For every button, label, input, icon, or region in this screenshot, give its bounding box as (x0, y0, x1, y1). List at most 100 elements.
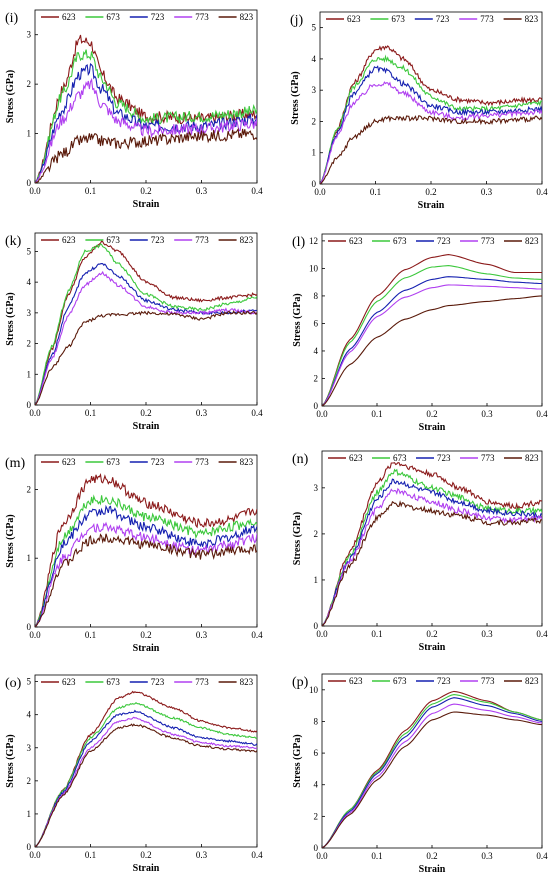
legend-label: 623 (62, 677, 76, 687)
y-tick-label: 1 (27, 369, 32, 379)
plot-frame (319, 11, 543, 185)
series-line-623 (35, 240, 257, 405)
legend-label: 723 (151, 235, 165, 245)
x-axis-label: Strain (133, 863, 160, 874)
panel-l: 0.0 0.1 0.2 0.3 0.4 0 2 4 6 8 10 12 Strain Stress (GP… (292, 233, 548, 433)
y-tick-label: 4 (312, 54, 317, 64)
y-tick-label: 12 (309, 236, 318, 246)
legend-label: 673 (393, 453, 407, 463)
plot-frame (321, 450, 543, 627)
y-tick-label: 1 (314, 575, 319, 585)
y-tick-label: 8 (314, 291, 319, 301)
x-axis-label: Strain (133, 643, 160, 654)
legend-label: 823 (525, 14, 539, 24)
series-line-773 (35, 716, 257, 847)
legend-label: 823 (525, 236, 539, 246)
y-axis-label: Stress (GPa) (292, 293, 303, 346)
x-tick-label: 0.1 (370, 187, 381, 197)
x-tick-label: 0.3 (196, 850, 208, 860)
x-tick-label: 0.3 (196, 408, 208, 418)
x-axis-label: Strain (418, 200, 445, 211)
series-line-773 (35, 270, 257, 405)
y-tick-label: 5 (27, 246, 32, 256)
series-line-673 (322, 694, 542, 848)
legend-label: 623 (62, 12, 76, 22)
series-line-773 (35, 77, 257, 183)
x-tick-label: 0.0 (314, 187, 326, 197)
panel-o: 0.0 0.1 0.2 0.3 0.4 0 1 2 3 4 5 Strain Stress (GPa) (… (5, 674, 263, 874)
series-line-823 (35, 127, 257, 183)
x-tick-label: 0.2 (140, 408, 151, 418)
series-line-623 (320, 45, 542, 184)
x-tick-label: 0.4 (536, 851, 548, 861)
x-tick-label: 0.1 (371, 851, 382, 861)
plot-frame (34, 674, 258, 848)
panel-i: 0.0 0.1 0.2 0.3 0.4 0 1 2 3 Strain Stress (GPa) (i)… (5, 9, 263, 210)
y-axis-label: Stress (GPa) (5, 734, 16, 787)
x-tick-label: 0.3 (196, 186, 208, 196)
legend-label: 823 (525, 676, 539, 686)
x-tick-label: 0.1 (85, 186, 96, 196)
x-tick-label: 0.2 (425, 187, 436, 197)
series-line-773 (322, 284, 542, 406)
legend-label: 623 (62, 457, 76, 467)
plot-frame (321, 673, 543, 849)
x-tick-label: 0.1 (85, 850, 96, 860)
y-axis-label: Stress (GPa) (5, 514, 16, 567)
panel-label: (l) (292, 235, 306, 250)
series-line-773 (322, 703, 542, 848)
plot-frame (34, 232, 258, 406)
legend-label: 773 (481, 676, 495, 686)
y-tick-label: 10 (309, 685, 319, 695)
legend-label: 623 (347, 14, 361, 24)
y-tick-label: 10 (309, 263, 319, 273)
series-line-723 (35, 62, 257, 183)
x-tick-label: 0.3 (481, 409, 493, 419)
panel-label: (o) (5, 676, 22, 691)
y-tick-label: 2 (314, 529, 319, 539)
y-tick-label: 4 (314, 780, 319, 790)
y-tick-label: 2 (314, 811, 319, 821)
series-line-623 (322, 462, 542, 626)
x-tick-label: 0.4 (251, 186, 263, 196)
plot-frame (34, 9, 258, 184)
x-tick-label: 0.2 (426, 851, 437, 861)
y-tick-label: 1 (27, 809, 32, 819)
series-line-673 (35, 494, 257, 627)
legend-label: 723 (437, 676, 451, 686)
x-tick-label: 0.4 (251, 408, 263, 418)
series-line-773 (322, 487, 542, 626)
x-tick-label: 0.4 (536, 187, 548, 197)
x-tick-label: 0.1 (371, 409, 382, 419)
x-axis-label: Strain (419, 864, 446, 875)
series-line-673 (320, 54, 542, 184)
legend-label: 623 (62, 235, 76, 245)
y-tick-label: 6 (314, 748, 319, 758)
series-line-623 (35, 472, 257, 627)
y-tick-label: 4 (27, 710, 32, 720)
x-tick-label: 0.2 (426, 409, 437, 419)
x-tick-label: 0.3 (481, 187, 493, 197)
series-line-723 (322, 697, 542, 848)
y-tick-label: 0 (314, 621, 319, 631)
x-tick-label: 0.0 (316, 629, 328, 639)
x-tick-label: 0.0 (29, 408, 41, 418)
legend-label: 823 (240, 12, 254, 22)
y-axis-label: Stress (GPa) (292, 512, 303, 565)
series-line-723 (322, 478, 542, 626)
legend-label: 723 (151, 677, 165, 687)
panel-k: 0.0 0.1 0.2 0.3 0.4 0 1 2 3 4 5 Strain Stress (GPa) (… (5, 232, 263, 432)
x-axis-label: Strain (133, 199, 160, 210)
panel-label: (k) (5, 234, 22, 249)
y-tick-label: 0 (27, 842, 32, 852)
x-tick-label: 0.2 (426, 629, 437, 639)
legend-label: 673 (106, 677, 120, 687)
legend-label: 773 (480, 14, 494, 24)
series-line-623 (322, 690, 542, 848)
y-axis-label: Stress (GPa) (5, 292, 16, 345)
y-tick-label: 1 (27, 129, 32, 139)
panel-n: 0.0 0.1 0.2 0.3 0.4 0 1 2 3 Strain Stress (GPa) (n)… (292, 450, 548, 653)
plot-frame (321, 233, 543, 407)
legend-label: 773 (481, 453, 495, 463)
legend-label: 623 (349, 236, 363, 246)
